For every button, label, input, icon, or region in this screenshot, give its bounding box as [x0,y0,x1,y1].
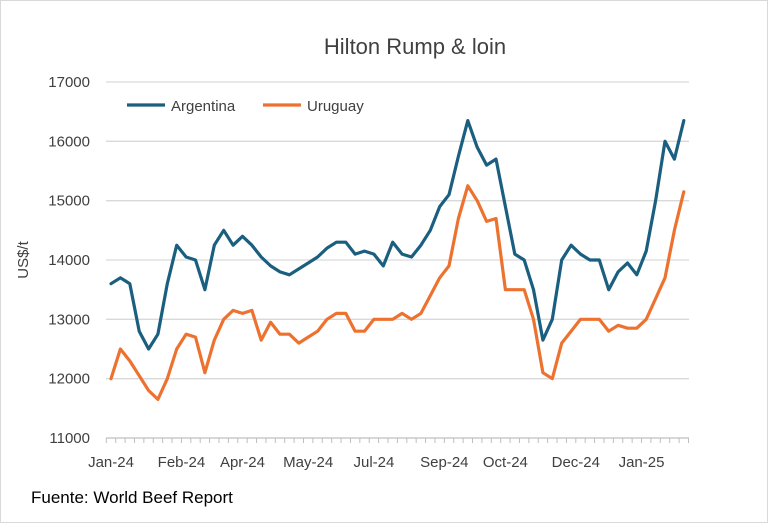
x-tick-label: Jul-24 [353,454,394,471]
legend-label-argentina: Argentina [171,98,236,115]
y-axis-label: US$/t [15,240,32,278]
x-tick-label: Jan-25 [619,454,665,471]
y-tick-label: 16000 [48,133,90,150]
chart-title: Hilton Rump & loin [324,34,506,59]
y-tick-label: 17000 [48,74,90,91]
x-tick-label: Dec-24 [552,454,600,471]
y-tick-label: 11000 [49,430,90,447]
x-tick-label: Oct-24 [483,454,528,471]
x-tick-label: Jan-24 [88,454,134,471]
y-tick-label: 12000 [48,371,90,388]
x-tick-label: Sep-24 [420,454,468,471]
y-tick-label: 14000 [48,252,90,269]
y-tick-label: 13000 [48,311,90,328]
x-tick-label: Feb-24 [158,454,206,471]
series-line-uruguay [111,186,684,400]
y-tick-label: 15000 [48,193,90,210]
source-note: Fuente: World Beef Report [31,488,233,507]
x-tick-label: Apr-24 [220,454,265,471]
legend-label-uruguay: Uruguay [307,98,364,115]
x-tick-label: May-24 [283,454,333,471]
